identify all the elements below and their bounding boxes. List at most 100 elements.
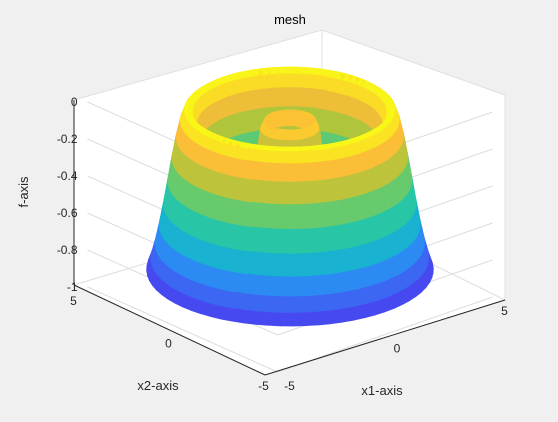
surface-patch <box>282 204 294 230</box>
surface-patch <box>315 274 329 297</box>
surface-patch <box>257 294 271 313</box>
chart-title: mesh <box>274 12 306 27</box>
surface-patch <box>339 290 353 310</box>
surface-patch <box>249 226 262 253</box>
surface-patch <box>292 146 303 152</box>
surface-patch <box>313 202 326 229</box>
surface-patch <box>323 201 336 228</box>
surface-patch <box>245 293 259 312</box>
surface-patch <box>229 223 242 251</box>
surface-patch <box>280 312 295 327</box>
surface-patch <box>325 250 339 276</box>
surface-patch <box>303 228 316 255</box>
surface-patch <box>310 149 322 164</box>
x2-axis-line <box>73 284 266 376</box>
surface-patch <box>223 289 237 309</box>
surface-patch <box>293 276 306 298</box>
surface-patch <box>273 146 285 152</box>
surface-patch <box>281 228 294 255</box>
surface-patch <box>254 74 265 91</box>
surface-patch <box>232 308 247 324</box>
surface-patch <box>253 161 265 182</box>
surface-patch <box>271 87 281 108</box>
surface-patch <box>295 87 305 108</box>
surface-patch <box>302 180 314 205</box>
surface-patch <box>254 149 266 163</box>
surface-patch <box>246 273 260 296</box>
surface-patch <box>273 150 284 164</box>
surface-patch <box>282 151 294 165</box>
surface-patch <box>248 251 261 276</box>
surface-patch <box>316 294 330 313</box>
surface-patch <box>304 275 318 297</box>
surface-patch <box>304 295 319 314</box>
surface-patch <box>268 312 282 327</box>
tick-labels: -1 -0.8 -0.6 -0.4 -0.2 0 -5 0 5 -5 0 5 <box>57 95 508 393</box>
surface-patch <box>321 178 334 204</box>
surface-patch <box>287 73 297 88</box>
surface-patch <box>405 283 417 302</box>
grid-line <box>87 286 278 373</box>
x2-tick-label: 5 <box>70 294 77 308</box>
surface-patch <box>292 163 304 183</box>
surface-patch <box>303 252 317 277</box>
surface-patch <box>250 201 263 229</box>
x1-axis-line <box>264 299 506 376</box>
surface-patch <box>295 66 306 75</box>
surface-patch <box>292 253 306 278</box>
z-axis-label: f-axis <box>16 176 31 208</box>
surface-patch <box>239 224 252 252</box>
surface-patch <box>242 177 255 203</box>
surface-patch <box>312 179 324 205</box>
axis-lines <box>73 100 506 376</box>
x1-axis-label: x1-axis <box>361 383 403 398</box>
surface-patch <box>327 292 342 312</box>
surface-patch <box>263 150 275 164</box>
surface-patch <box>292 150 303 165</box>
surface-patch <box>259 252 272 277</box>
x2-axis-label: x2-axis <box>137 378 179 393</box>
surface-patch <box>271 203 284 230</box>
surface-patch <box>295 73 305 89</box>
surface-patch <box>262 180 274 205</box>
surface-patch <box>252 179 264 204</box>
surface-patch <box>301 150 313 164</box>
surface-patch <box>283 146 294 152</box>
surface-patch <box>263 87 273 109</box>
surface-patch <box>302 87 313 108</box>
surface-patch <box>282 181 294 205</box>
surface-patch <box>293 312 307 327</box>
z-tick-label: -0.6 <box>57 206 78 220</box>
surface-patch <box>292 181 304 205</box>
surface-patch <box>245 147 257 162</box>
z-tick-label: -0.8 <box>57 243 78 257</box>
surface-patch <box>314 251 328 277</box>
surface-patch <box>287 87 297 107</box>
surface-patch <box>340 307 355 323</box>
surface-patch <box>237 249 251 275</box>
x1-tick-label: 0 <box>394 342 401 356</box>
surface-patch <box>234 291 248 311</box>
surface-patch <box>269 275 283 297</box>
surface-patch <box>311 161 323 182</box>
z-tick-label: -0.4 <box>57 169 78 183</box>
surface-patch <box>303 73 314 89</box>
surface-patch <box>279 87 289 108</box>
surface-patch <box>240 200 253 228</box>
surface-patch <box>287 66 297 75</box>
surface-patch <box>270 228 283 255</box>
surface-patch <box>278 73 288 89</box>
surface-patch <box>302 162 314 183</box>
surface-patch <box>292 228 305 255</box>
surface-patch <box>282 163 294 183</box>
x2-tick-label: 0 <box>165 337 172 351</box>
surface-patch <box>272 162 284 183</box>
surface-patch <box>260 227 273 254</box>
surface-patch <box>329 308 343 325</box>
surface-patch <box>235 272 249 295</box>
surface-patch <box>244 159 256 181</box>
surface-patch <box>261 202 273 230</box>
x1-tick-label: 5 <box>501 304 508 318</box>
